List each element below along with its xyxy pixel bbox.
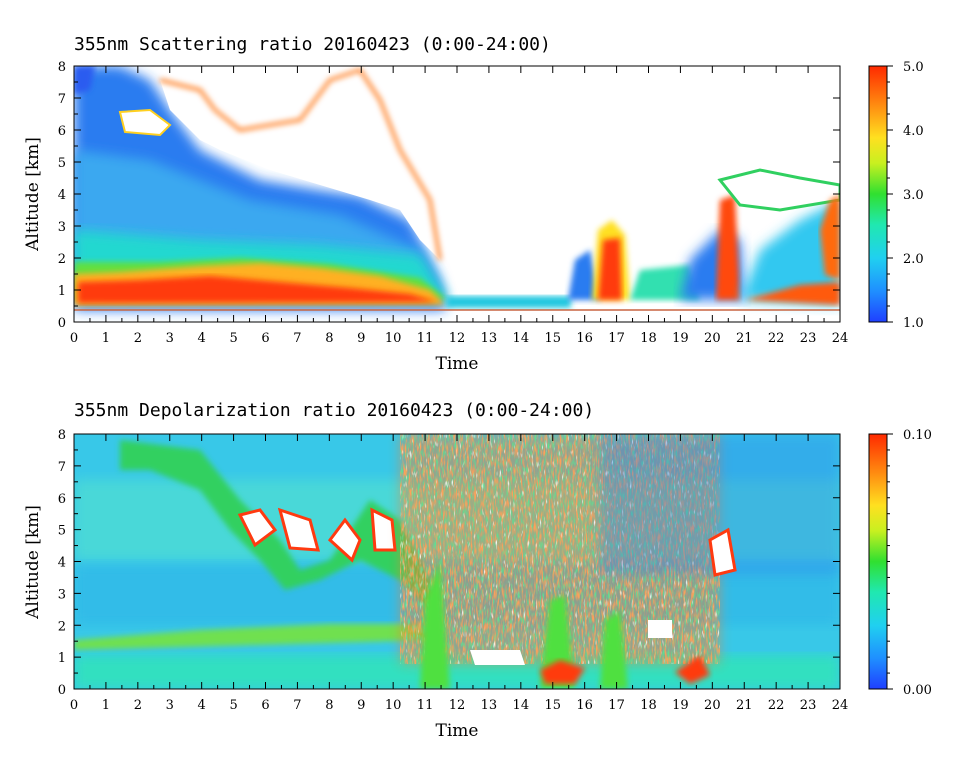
x-tick-label: 0 [70, 331, 78, 346]
x-tick-label: 22 [768, 331, 785, 346]
y-tick-label: 3 [58, 587, 66, 602]
x-tick-label: 16 [576, 698, 593, 713]
x-tick-label: 1 [102, 698, 110, 713]
x-tick-label: 23 [800, 698, 817, 713]
y-tick-label: 1 [58, 284, 66, 299]
y-tick-label: 4 [58, 188, 66, 203]
x-tick-label: 5 [229, 698, 237, 713]
colorbar-tick-label: 5.0 [903, 60, 924, 75]
y-tick-label: 0 [58, 316, 66, 331]
x-tick-label: 9 [357, 698, 365, 713]
y-tick-label: 8 [58, 428, 66, 443]
x-tick-label: 12 [449, 331, 466, 346]
colorbar-tick-label: 4.0 [903, 124, 924, 139]
y-axis-label: Altitude [km] [23, 505, 43, 620]
x-tick-label: 22 [768, 698, 785, 713]
y-tick-label: 0 [58, 683, 66, 698]
x-tick-label: 14 [513, 698, 530, 713]
x-tick-label: 10 [385, 698, 402, 713]
y-tick-label: 6 [58, 124, 66, 139]
y-tick-label: 1 [58, 651, 66, 666]
colorbar-ticks: 1.0 2.0 3.0 4.0 5.0 [887, 60, 924, 331]
y-tick-label: 3 [58, 220, 66, 235]
x-tick-label: 12 [449, 698, 466, 713]
x-tick-label: 14 [513, 331, 530, 346]
y-tick-label: 7 [58, 92, 66, 107]
x-tick-label: 20 [704, 331, 721, 346]
x-tick-label: 7 [293, 698, 301, 713]
x-tick-label: 13 [481, 331, 498, 346]
colorbar [868, 65, 888, 323]
y-tick-label: 2 [58, 252, 66, 267]
x-tick-label: 8 [325, 698, 333, 713]
colorbar-tick-label: 0.10 [903, 428, 932, 443]
x-tick-label: 11 [417, 698, 434, 713]
x-axis-label: Time [436, 721, 479, 741]
x-tick-label: 17 [608, 698, 625, 713]
x-tick-label: 3 [166, 698, 174, 713]
x-tick-label: 10 [385, 331, 402, 346]
colorbar-tick-label: 2.0 [903, 252, 924, 267]
x-tick-label: 3 [166, 331, 174, 346]
x-tick-label: 21 [736, 698, 753, 713]
x-tick-label: 17 [608, 331, 625, 346]
x-axis-label: Time [436, 354, 479, 374]
colorbar [868, 433, 888, 690]
x-tick-label: 16 [576, 331, 593, 346]
chart-title: 355nm Scattering ratio 20160423 (0:00-24… [74, 34, 551, 55]
x-tick-label: 19 [672, 331, 689, 346]
axis-ticks: 0 1 2 3 4 5 6 7 8 9 10 11 12 13 14 15 16 17 18 19 20 21 22 23 24… [58, 428, 849, 713]
x-tick-label: 6 [261, 331, 269, 346]
y-tick-label: 5 [58, 524, 66, 539]
y-tick-label: 2 [58, 619, 66, 634]
axis-ticks: 0 1 2 3 4 5 6 7 8 9 10 11 12 13 14 15 16 17 18 19 20 21 22 23 24… [58, 60, 849, 346]
y-tick-label: 8 [58, 60, 66, 75]
x-tick-label: 7 [293, 331, 301, 346]
x-tick-label: 19 [672, 698, 689, 713]
x-tick-label: 13 [481, 698, 498, 713]
colorbar-tick-label: 1.0 [903, 316, 924, 331]
chart-title: 355nm Depolarization ratio 20160423 (0:0… [74, 400, 594, 421]
x-tick-label: 11 [417, 331, 434, 346]
colorbar-ticks: 0.00 0.10 [887, 428, 932, 698]
depolarization-heatmap [74, 434, 840, 689]
x-tick-label: 5 [229, 331, 237, 346]
y-tick-label: 7 [58, 460, 66, 475]
x-tick-label: 9 [357, 331, 365, 346]
x-tick-label: 6 [261, 698, 269, 713]
y-axis-label: Altitude [km] [23, 137, 43, 252]
y-tick-label: 4 [58, 556, 66, 571]
x-tick-label: 8 [325, 331, 333, 346]
scattering-heatmap [74, 66, 840, 322]
x-tick-label: 2 [134, 698, 142, 713]
x-tick-label: 2 [134, 331, 142, 346]
colorbar-tick-label: 3.0 [903, 188, 924, 203]
x-tick-label: 1 [102, 331, 110, 346]
x-tick-label: 20 [704, 698, 721, 713]
x-tick-label: 21 [736, 331, 753, 346]
y-tick-label: 5 [58, 156, 66, 171]
x-tick-label: 15 [544, 331, 561, 346]
x-tick-label: 4 [198, 698, 206, 713]
x-tick-label: 0 [70, 698, 78, 713]
y-tick-label: 6 [58, 492, 66, 507]
x-tick-label: 23 [800, 331, 817, 346]
x-tick-label: 24 [832, 698, 849, 713]
x-tick-label: 4 [198, 331, 206, 346]
x-tick-label: 18 [640, 698, 657, 713]
x-tick-label: 24 [832, 331, 849, 346]
x-tick-label: 15 [544, 698, 561, 713]
colorbar-tick-label: 0.00 [903, 683, 932, 698]
x-tick-label: 18 [640, 331, 657, 346]
